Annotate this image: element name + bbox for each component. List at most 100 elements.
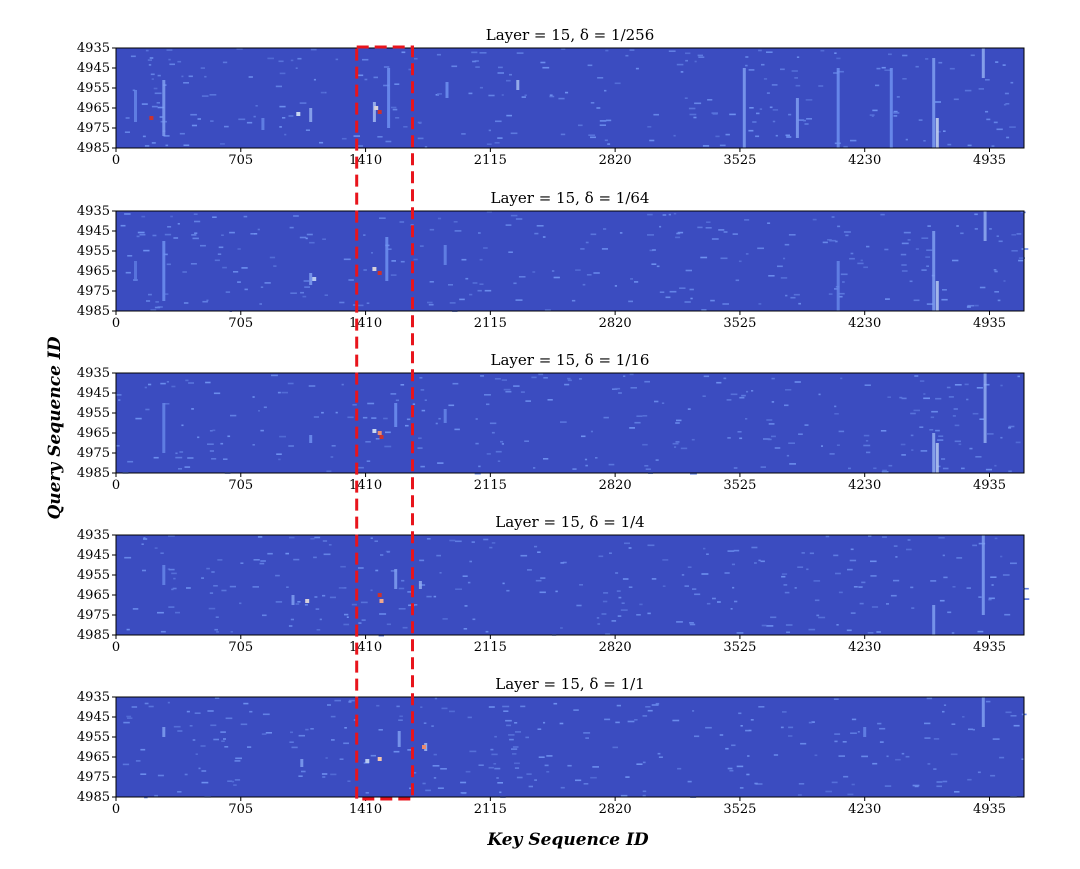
heatmap-cell	[405, 424, 409, 427]
heatmap-cell	[684, 301, 691, 303]
heatmap-cell	[240, 562, 244, 564]
heatmap-cell	[837, 70, 844, 73]
heatmap-cell	[895, 556, 898, 558]
heatmap-column-streak	[983, 211, 987, 241]
heatmap-hot-cell	[422, 745, 426, 749]
heatmap-cell	[581, 435, 586, 438]
heatmap-cell	[391, 260, 396, 262]
x-tick-label: 0	[112, 640, 120, 655]
heatmap-cell	[353, 719, 357, 721]
heatmap-cell	[322, 238, 326, 240]
heatmap-cell	[675, 441, 680, 443]
heatmap-cell	[237, 248, 241, 250]
heatmap-cell	[524, 94, 527, 97]
heatmap-cell	[910, 586, 914, 589]
heatmap-cell	[659, 291, 665, 293]
heatmap-cell	[964, 89, 972, 92]
heatmap-cell	[710, 299, 715, 302]
heatmap-column-streak	[981, 48, 985, 78]
heatmap-cell	[712, 597, 716, 600]
heatmap-cell	[408, 68, 414, 71]
heatmap-cell	[590, 136, 596, 139]
heatmap-cell	[662, 559, 669, 561]
heatmap-cell	[290, 292, 297, 294]
y-tick-label: 4975	[77, 446, 110, 461]
heatmap-cell	[935, 101, 941, 103]
heatmap-cell	[758, 303, 762, 305]
heatmap-cell	[703, 375, 710, 378]
heatmap-cell	[834, 52, 837, 54]
heatmap-cell	[771, 401, 775, 403]
heatmap-cell	[911, 607, 915, 609]
heatmap-cell	[298, 775, 303, 777]
y-tick-label: 4945	[77, 548, 110, 563]
heatmap-cell	[364, 78, 368, 81]
heatmap-cell	[506, 114, 512, 117]
heatmap-cell	[221, 740, 225, 742]
y-tick-label: 4985	[77, 628, 110, 643]
heatmap-cell	[406, 418, 411, 421]
heatmap-cell	[702, 145, 710, 147]
heatmap-cell	[925, 256, 931, 258]
heatmap-cell	[745, 729, 750, 732]
heatmap-cell	[588, 134, 596, 136]
heatmap-cell	[865, 440, 869, 442]
heatmap-hot-cell	[377, 757, 382, 761]
heatmap-cell	[304, 604, 308, 606]
heatmap-cell	[974, 304, 979, 307]
heatmap-cell	[991, 145, 995, 147]
heatmap-cell	[837, 225, 841, 228]
heatmap-cell	[279, 126, 282, 128]
heatmap-cell	[225, 291, 231, 293]
heatmap-cell	[145, 408, 150, 411]
heatmap-cell	[605, 119, 612, 122]
heatmap-cell	[590, 776, 597, 779]
heatmap-cell	[840, 273, 848, 276]
heatmap-cell	[996, 235, 999, 237]
heatmap-cell	[310, 48, 317, 51]
heatmap-cell	[418, 437, 422, 439]
heatmap-cell	[876, 67, 881, 70]
heatmap-cell	[746, 773, 750, 776]
heatmap-cell	[143, 538, 148, 540]
heatmap-cell	[701, 309, 707, 311]
heatmap-cell	[915, 248, 919, 250]
heatmap-cell	[899, 396, 903, 399]
heatmap-cell	[356, 145, 363, 147]
heatmap-cell	[875, 84, 880, 87]
heatmap-cell	[700, 256, 708, 259]
heatmap-cell	[186, 587, 191, 589]
heatmap-cell	[151, 105, 158, 108]
heatmap-cell	[702, 395, 706, 397]
heatmap-cell	[149, 57, 154, 59]
heatmap-cell	[413, 772, 417, 774]
heatmap-cell	[907, 539, 911, 541]
heatmap-cell	[731, 563, 735, 566]
heatmap-cell	[184, 466, 191, 468]
heatmap-cell	[224, 125, 229, 128]
heatmap-cell	[275, 601, 283, 603]
heatmap-cell	[794, 587, 797, 589]
heatmap-cell	[380, 554, 384, 556]
heatmap-cell	[506, 589, 510, 592]
heatmap-cell	[746, 390, 749, 393]
heatmap-cell	[903, 231, 911, 234]
heatmap-cell	[751, 390, 754, 392]
heatmap-cell	[653, 113, 659, 116]
heatmap-cell	[515, 731, 521, 733]
heatmap-cell	[757, 247, 764, 250]
heatmap-cell	[289, 741, 294, 743]
heatmap-cell	[953, 98, 959, 101]
heatmap-cell	[974, 228, 978, 230]
heatmap-cell	[827, 239, 832, 241]
heatmap-cell	[923, 140, 926, 142]
x-tick-label: 3525	[723, 478, 756, 493]
heatmap-cell	[379, 217, 386, 219]
heatmap-cell	[662, 214, 667, 216]
heatmap-cell	[763, 78, 768, 80]
heatmap-cell	[436, 554, 441, 557]
heatmap-cell	[157, 74, 161, 77]
heatmap-cell	[469, 560, 472, 563]
heatmap-cell	[759, 108, 763, 110]
heatmap-column-streak	[162, 565, 166, 585]
